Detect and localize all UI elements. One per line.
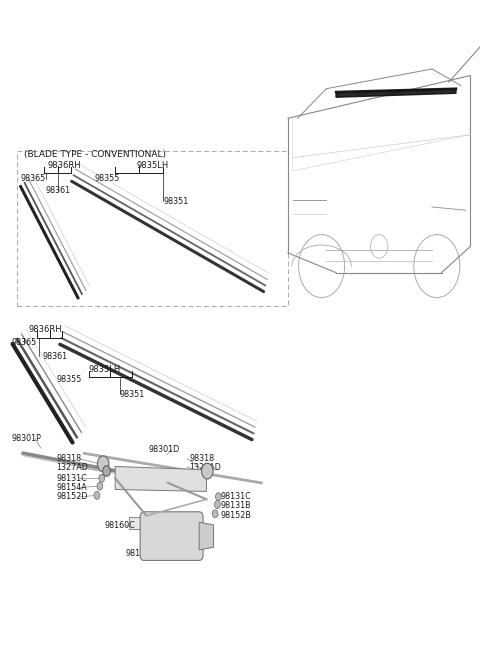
Polygon shape bbox=[129, 517, 187, 529]
Text: 98318: 98318 bbox=[190, 454, 215, 463]
Text: 98351: 98351 bbox=[163, 196, 189, 206]
Circle shape bbox=[99, 474, 105, 482]
Text: 9835LH: 9835LH bbox=[89, 365, 121, 374]
FancyBboxPatch shape bbox=[140, 512, 203, 560]
Circle shape bbox=[215, 501, 220, 509]
Text: 98131C: 98131C bbox=[57, 474, 87, 483]
Text: 98301D: 98301D bbox=[149, 445, 180, 454]
Text: 9836RH: 9836RH bbox=[47, 161, 81, 170]
Polygon shape bbox=[336, 89, 456, 97]
Text: 98355: 98355 bbox=[94, 174, 120, 183]
Text: 98100: 98100 bbox=[126, 549, 151, 558]
Text: 98361: 98361 bbox=[42, 351, 67, 361]
Text: 98301P: 98301P bbox=[12, 434, 42, 443]
Circle shape bbox=[103, 466, 110, 476]
Circle shape bbox=[216, 493, 221, 501]
Text: 98152D: 98152D bbox=[57, 492, 88, 501]
Text: 1327AD: 1327AD bbox=[57, 463, 88, 472]
Text: 98361: 98361 bbox=[46, 186, 71, 195]
Text: 98131B: 98131B bbox=[221, 501, 252, 510]
Text: 98154A: 98154A bbox=[57, 483, 87, 492]
Text: 9835LH: 9835LH bbox=[137, 161, 169, 170]
Text: 9836RH: 9836RH bbox=[29, 325, 62, 334]
Text: 98152B: 98152B bbox=[221, 510, 252, 520]
Text: 98365: 98365 bbox=[12, 338, 37, 348]
Polygon shape bbox=[199, 522, 214, 550]
Text: 98365: 98365 bbox=[20, 174, 46, 183]
Circle shape bbox=[212, 510, 218, 518]
Text: (BLADE TYPE - CONVENTIONAL): (BLADE TYPE - CONVENTIONAL) bbox=[24, 150, 166, 159]
Circle shape bbox=[97, 482, 103, 490]
Circle shape bbox=[97, 456, 109, 472]
Text: 98355: 98355 bbox=[57, 375, 82, 384]
Text: 1327AD: 1327AD bbox=[190, 463, 221, 472]
Text: 98318: 98318 bbox=[57, 454, 82, 463]
Polygon shape bbox=[115, 466, 206, 491]
Text: 98351: 98351 bbox=[120, 390, 145, 399]
Text: 98160C: 98160C bbox=[105, 521, 135, 530]
Bar bbox=[17, 151, 288, 306]
Text: 98200: 98200 bbox=[142, 471, 167, 480]
Text: 98131C: 98131C bbox=[221, 492, 252, 501]
Circle shape bbox=[202, 463, 213, 479]
Circle shape bbox=[94, 491, 100, 499]
